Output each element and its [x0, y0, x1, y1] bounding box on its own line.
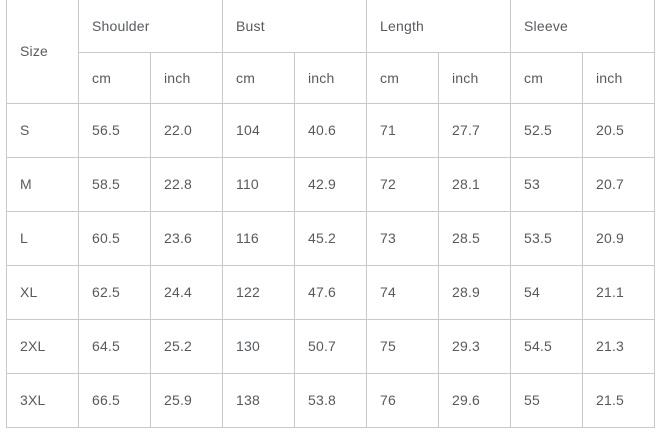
unit-header-length-cm: cm: [366, 51, 439, 104]
unit-header-row: cm inch cm inch cm inch cm inch: [7, 51, 655, 104]
size-cell: 3XL: [6, 372, 79, 428]
cell-sleeve-cm: 54: [510, 264, 583, 320]
cell-length-inch: 27.7: [438, 102, 511, 158]
cell-sleeve-cm: 53: [510, 156, 583, 212]
cell-sleeve-cm: 55: [510, 372, 583, 428]
table-row-xl: XL 62.5 24.4 122 47.6 74 28.9 54 21.1: [6, 264, 655, 320]
cell-bust-inch: 53.8: [294, 372, 367, 428]
cell-sleeve-inch: 21.5: [582, 372, 655, 428]
cell-shoulder-inch: 25.2: [150, 318, 223, 374]
cell-length-cm: 71: [366, 102, 439, 158]
size-cell: M: [6, 156, 79, 212]
size-column-header: Size: [6, 0, 79, 104]
cell-bust-cm: 130: [222, 318, 295, 374]
cell-shoulder-inch: 25.9: [150, 372, 223, 428]
cell-length-cm: 75: [366, 318, 439, 374]
cell-shoulder-cm: 58.5: [78, 156, 151, 212]
size-cell: 2XL: [6, 318, 79, 374]
cell-sleeve-inch: 20.5: [582, 102, 655, 158]
size-cell: S: [6, 102, 79, 158]
cell-length-cm: 72: [366, 156, 439, 212]
group-header-shoulder: Shoulder: [78, 0, 223, 53]
unit-header-shoulder-inch: inch: [150, 51, 223, 104]
group-header-row: Size Shoulder Bust Length Sleeve: [6, 0, 655, 104]
table-row-l: L 60.5 23.6 116 45.2 73 28.5 53.5 20.9: [6, 210, 655, 266]
size-cell: XL: [6, 264, 79, 320]
cell-sleeve-cm: 54.5: [510, 318, 583, 374]
group-header-length: Length: [366, 0, 511, 53]
cell-length-cm: 74: [366, 264, 439, 320]
cell-length-cm: 76: [366, 372, 439, 428]
table-row-s: S 56.5 22.0 104 40.6 71 27.7 52.5 20.5: [6, 102, 655, 158]
cell-length-cm: 73: [366, 210, 439, 266]
cell-bust-inch: 40.6: [294, 102, 367, 158]
size-cell: L: [6, 210, 79, 266]
cell-shoulder-cm: 56.5: [78, 102, 151, 158]
unit-header-sleeve-inch: inch: [582, 51, 655, 104]
size-chart-table: Size Shoulder Bust Length Sleeve cm inch…: [6, 0, 655, 428]
cell-bust-cm: 116: [222, 210, 295, 266]
cell-bust-cm: 138: [222, 372, 295, 428]
unit-header-bust-inch: inch: [294, 51, 367, 104]
unit-header-length-inch: inch: [438, 51, 511, 104]
cell-shoulder-cm: 66.5: [78, 372, 151, 428]
cell-sleeve-inch: 20.9: [582, 210, 655, 266]
cell-bust-cm: 110: [222, 156, 295, 212]
cell-shoulder-cm: 64.5: [78, 318, 151, 374]
cell-bust-inch: 47.6: [294, 264, 367, 320]
cell-bust-cm: 122: [222, 264, 295, 320]
unit-header-sleeve-cm: cm: [510, 51, 583, 104]
cell-sleeve-cm: 53.5: [510, 210, 583, 266]
cell-bust-inch: 42.9: [294, 156, 367, 212]
cell-length-inch: 29.6: [438, 372, 511, 428]
cell-sleeve-inch: 20.7: [582, 156, 655, 212]
cell-shoulder-inch: 22.0: [150, 102, 223, 158]
cell-length-inch: 28.5: [438, 210, 511, 266]
cell-shoulder-cm: 60.5: [78, 210, 151, 266]
unit-header-shoulder-cm: cm: [78, 51, 151, 104]
cell-length-inch: 28.9: [438, 264, 511, 320]
unit-header-bust-cm: cm: [222, 51, 295, 104]
group-header-sleeve: Sleeve: [510, 0, 655, 53]
cell-bust-inch: 45.2: [294, 210, 367, 266]
cell-shoulder-inch: 24.4: [150, 264, 223, 320]
cell-length-inch: 29.3: [438, 318, 511, 374]
cell-shoulder-cm: 62.5: [78, 264, 151, 320]
table-row-3xl: 3XL 66.5 25.9 138 53.8 76 29.6 55 21.5: [6, 372, 655, 428]
cell-sleeve-inch: 21.3: [582, 318, 655, 374]
cell-shoulder-inch: 22.8: [150, 156, 223, 212]
cell-sleeve-cm: 52.5: [510, 102, 583, 158]
cell-bust-inch: 50.7: [294, 318, 367, 374]
cell-bust-cm: 104: [222, 102, 295, 158]
group-header-bust: Bust: [222, 0, 367, 53]
table-row-m: M 58.5 22.8 110 42.9 72 28.1 53 20.7: [6, 156, 655, 212]
cell-sleeve-inch: 21.1: [582, 264, 655, 320]
cell-length-inch: 28.1: [438, 156, 511, 212]
table-row-2xl: 2XL 64.5 25.2 130 50.7 75 29.3 54.5 21.3: [6, 318, 655, 374]
cell-shoulder-inch: 23.6: [150, 210, 223, 266]
